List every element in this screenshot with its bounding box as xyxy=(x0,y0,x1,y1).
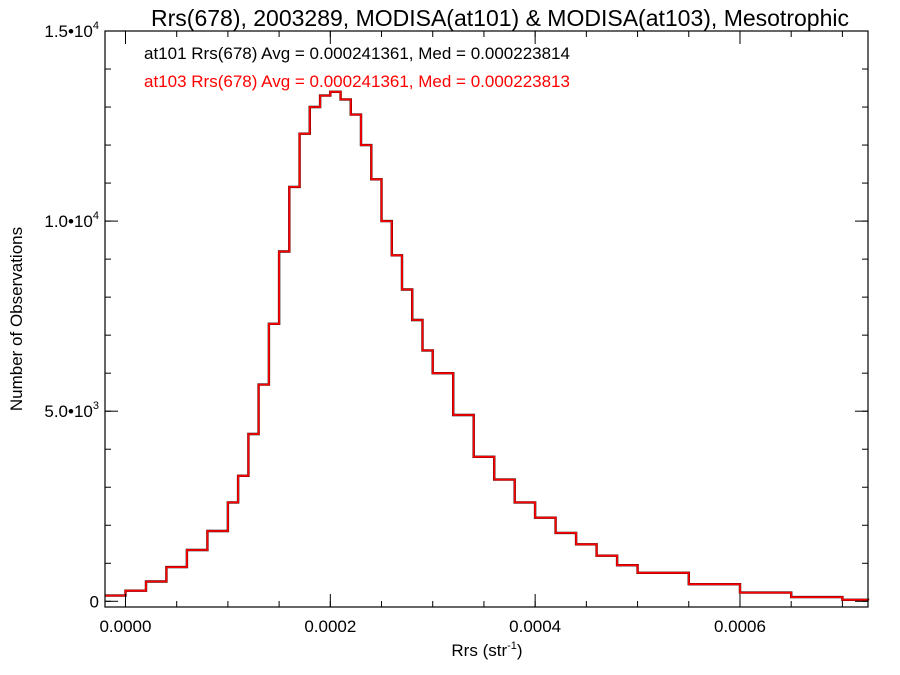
y-tick-label: 1.5•104 xyxy=(44,20,99,41)
annotations: at101 Rrs(678) Avg = 0.000241361, Med = … xyxy=(144,44,570,91)
x-tick-label: 0.0004 xyxy=(509,617,561,636)
x-tick-label: 0.0000 xyxy=(99,617,151,636)
series-layer xyxy=(105,90,870,601)
x-axis-label: Rrs (str-1) xyxy=(451,640,522,660)
plot-frame xyxy=(104,30,869,608)
y-tick-label: 1.0•104 xyxy=(44,210,99,231)
series-line-1 xyxy=(105,90,870,601)
x-axis-label-base: Rrs (str xyxy=(451,641,507,660)
series-line-2 xyxy=(105,90,869,601)
y-axis-label: Number of Observations xyxy=(7,227,26,411)
annotation-2: at103 Rrs(678) Avg = 0.000241361, Med = … xyxy=(144,72,570,91)
y-tick-label: 5.0•103 xyxy=(44,400,99,421)
y-tick-label: 0 xyxy=(90,592,99,611)
plot-area: 0.0000 0.0002 0.0004 0.0006 0 5.0•103 1.0•104… xyxy=(44,20,870,636)
x-axis-label-close: ) xyxy=(517,641,523,660)
y-axis-ticks: 0 5.0•103 1.0•104 1.5•104 xyxy=(44,20,868,611)
annotation-1: at101 Rrs(678) Avg = 0.000241361, Med = … xyxy=(144,44,570,63)
chart-title: Rrs(678), 2003289, MODISA(at101) & MODIS… xyxy=(151,5,849,31)
x-tick-label: 0.0002 xyxy=(304,617,356,636)
x-axis-ticks: 0.0000 0.0002 0.0004 0.0006 xyxy=(99,31,843,636)
x-axis-label-sup: -1 xyxy=(507,640,517,652)
x-tick-label: 0.0006 xyxy=(714,617,766,636)
